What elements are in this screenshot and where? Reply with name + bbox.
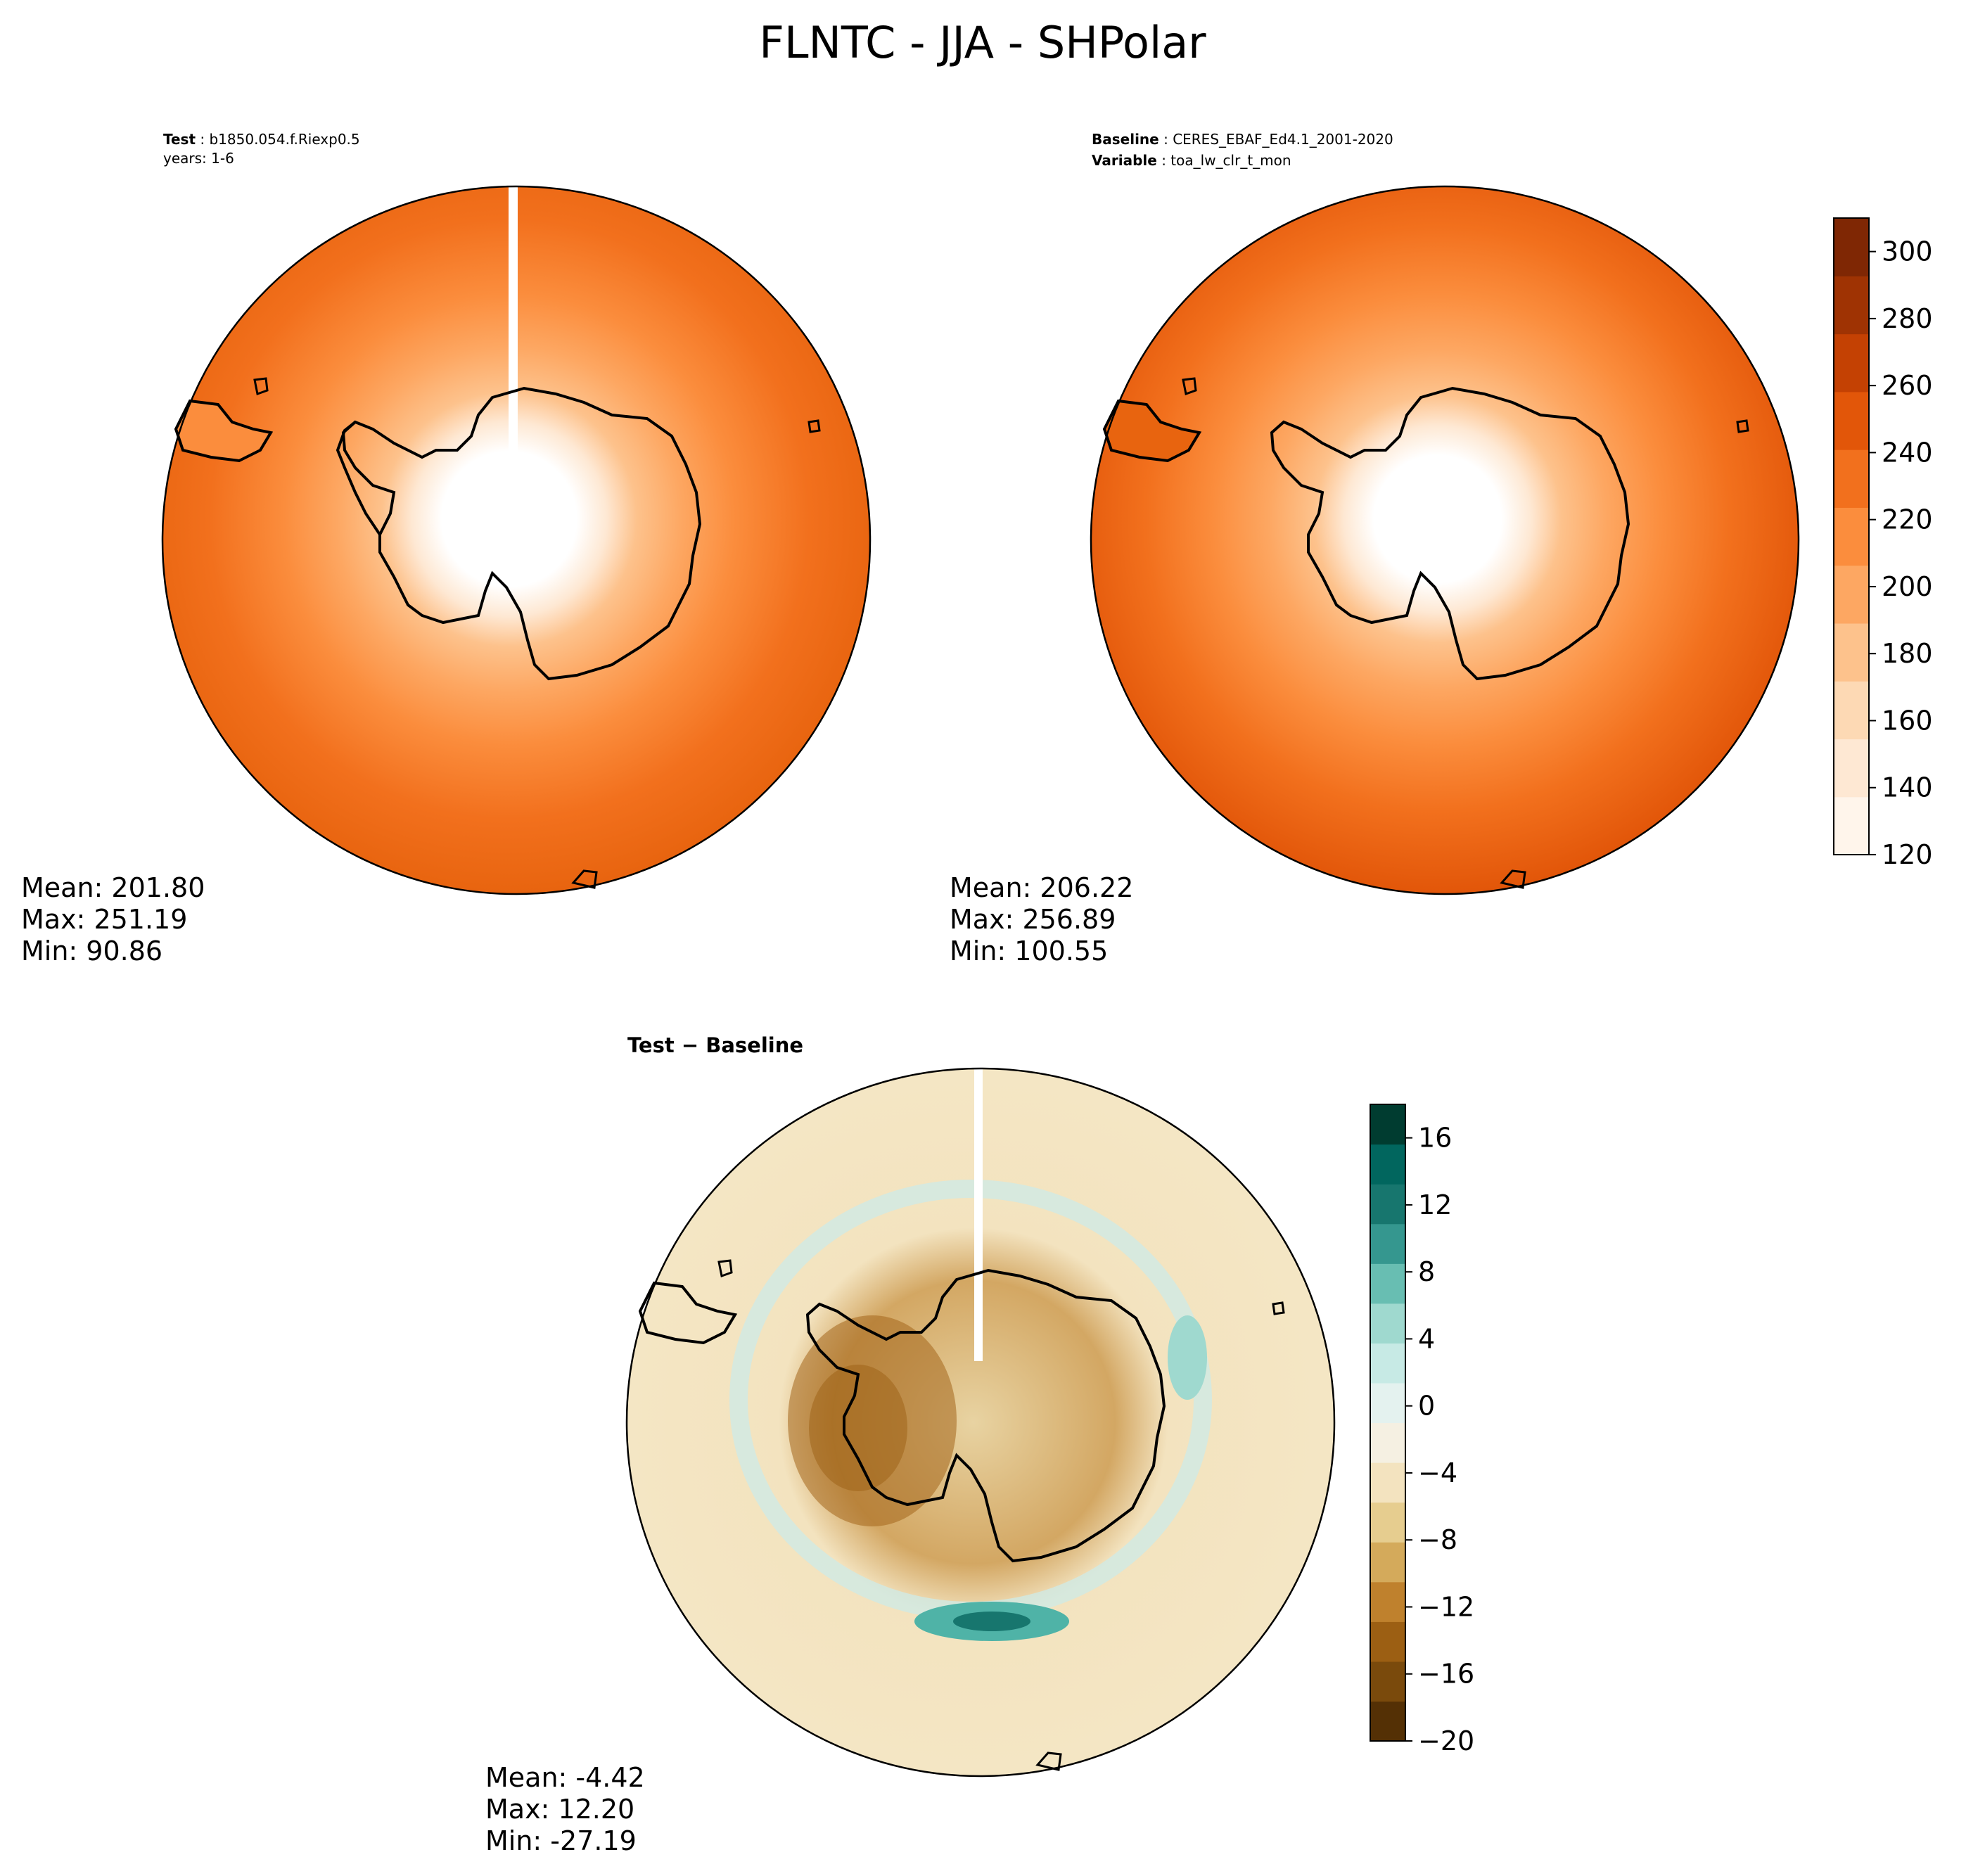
colorbar-top-frame	[1833, 217, 1870, 855]
diff-south-america	[638, 1281, 738, 1345]
colorbar-top-swatch	[1834, 449, 1869, 508]
colorbar-diff-swatch	[1370, 1343, 1405, 1384]
colorbar-top-swatch	[1834, 218, 1869, 276]
baseline-header-line2: Variable : toa_lw_clr_t_mon	[1092, 152, 1291, 169]
colorbar-diff-swatch	[1370, 1542, 1405, 1583]
test-mean: Mean: 201.80	[21, 872, 205, 903]
baseline-south-america	[1102, 399, 1202, 463]
colorbar-top-tick-label: 180	[1882, 638, 1933, 669]
colorbar-top-swatch	[1834, 739, 1869, 798]
test-field	[162, 186, 870, 894]
colorbar-diff-swatch	[1370, 1184, 1405, 1225]
baseline-mean: Mean: 206.22	[950, 872, 1133, 903]
diff-positive-anomaly-core	[953, 1612, 1030, 1631]
colorbar-top-tick-label: 300	[1882, 236, 1933, 267]
baseline-min: Min: 100.55	[950, 936, 1108, 966]
test-island-east	[808, 419, 821, 433]
baseline-island	[1182, 377, 1197, 395]
colorbar-top-swatch	[1834, 333, 1869, 393]
colorbar-top-swatch	[1834, 796, 1869, 855]
diff-island	[717, 1259, 733, 1277]
colorbar-diff-tick-label: 4	[1418, 1323, 1435, 1354]
diff-antarctica-coast	[805, 1268, 1166, 1563]
diff-positive-anomaly-east	[1168, 1315, 1207, 1400]
colorbar-diff-swatch	[1370, 1502, 1405, 1543]
baseline-field	[1091, 186, 1799, 894]
colorbar-top-tick-label: 140	[1882, 772, 1933, 803]
diff-min: Min: -27.19	[485, 1825, 637, 1856]
diff-max: Max: 12.20	[485, 1794, 634, 1825]
baseline-island-east	[1736, 419, 1749, 433]
baseline-label: Baseline	[1092, 131, 1159, 148]
variable-label: Variable	[1092, 152, 1157, 169]
baseline-map-border	[1090, 185, 1800, 895]
colorbar-top-swatch	[1834, 565, 1869, 624]
diff-negative-anomaly-core	[809, 1365, 907, 1491]
colorbar-diff-tick-label: 8	[1418, 1256, 1435, 1287]
figure-title: FLNTC - JJA - SHPolar	[759, 17, 1206, 68]
colorbar-top-swatch	[1834, 276, 1869, 335]
diff-map-border	[625, 1067, 1336, 1778]
colorbar-top-tick-label: 160	[1882, 705, 1933, 736]
baseline-max: Max: 256.89	[950, 904, 1116, 935]
colorbar-top-swatch	[1834, 623, 1869, 682]
variable-name: toa_lw_clr_t_mon	[1170, 152, 1291, 169]
diff-missing-strip	[974, 1068, 983, 1361]
diff-island-east	[1272, 1301, 1285, 1315]
colorbar-top-tick-label: 280	[1882, 303, 1933, 334]
colorbar-diff-frame	[1370, 1104, 1406, 1742]
colorbar-diff-tick-label: −20	[1418, 1725, 1474, 1756]
colorbar-diff-tick-label: 0	[1418, 1391, 1435, 1422]
colorbar-diff-tick-label: −8	[1418, 1524, 1457, 1555]
test-max: Max: 251.19	[21, 904, 187, 935]
colorbar-diff-tick-label: −4	[1418, 1457, 1457, 1488]
baseline-antarctica-coast	[1270, 386, 1630, 681]
colorbar-top-tick-label: 120	[1882, 839, 1933, 870]
diff-mean: Mean: -4.42	[485, 1762, 645, 1793]
test-peninsula-coast	[336, 421, 381, 536]
colorbar-diff-swatch	[1370, 1462, 1405, 1503]
colorbar-diff-swatch	[1370, 1382, 1405, 1424]
test-antarctica-coast	[341, 386, 702, 681]
test-header-line1: Test : b1850.054.f.Riexp0.5	[163, 131, 360, 148]
colorbar-top-tick-label: 260	[1882, 370, 1933, 401]
colorbar-top-tick-label: 240	[1882, 437, 1933, 468]
test-years: years: 1-6	[163, 150, 234, 167]
colorbar-diff-swatch	[1370, 1144, 1405, 1185]
test-min: Min: 90.86	[21, 936, 162, 966]
colorbar-top-swatch	[1834, 507, 1869, 566]
colorbar-top-tick-label: 200	[1882, 571, 1933, 602]
test-map-border	[161, 185, 872, 895]
colorbar-diff-tick-label: −12	[1418, 1591, 1474, 1622]
colorbar-diff-swatch	[1370, 1701, 1405, 1742]
colorbar-top-tick-label: 220	[1882, 504, 1933, 535]
colorbar-top-swatch	[1834, 681, 1869, 740]
colorbar-diff-swatch	[1370, 1104, 1405, 1145]
test-missing-strip	[509, 186, 518, 480]
colorbar-diff: −20 −16 −12 −8 −4 0 4 8 12 16	[1370, 1104, 1474, 1756]
colorbar-diff-tick-label: −16	[1418, 1659, 1474, 1690]
baseline-header-line1: Baseline : CERES_EBAF_Ed4.1_2001-2020	[1092, 131, 1393, 148]
colorbar-diff-swatch	[1370, 1303, 1405, 1344]
colorbar-diff-tick-label: 12	[1418, 1189, 1452, 1220]
test-south-america	[174, 399, 274, 463]
colorbar-diff-swatch	[1370, 1422, 1405, 1463]
colorbar-diff-swatch	[1370, 1581, 1405, 1622]
colorbar-top: 120 140 160 180 200 220 240 260 280 300	[1833, 217, 1933, 870]
colorbar-diff-swatch	[1370, 1263, 1405, 1304]
colorbar-diff-swatch	[1370, 1223, 1405, 1264]
colorbar-diff-swatch	[1370, 1661, 1405, 1702]
colorbar-diff-tick-label: 16	[1418, 1123, 1452, 1154]
colorbar-top-swatch	[1834, 391, 1869, 450]
test-case-name: b1850.054.f.Riexp0.5	[209, 131, 359, 148]
test-label: Test	[163, 131, 196, 148]
baseline-panel: Baseline : CERES_EBAF_Ed4.1_2001-2020 Va…	[950, 131, 1800, 966]
test-island	[253, 377, 269, 395]
baseline-dataset: CERES_EBAF_Ed4.1_2001-2020	[1173, 131, 1393, 148]
test-panel: Test : b1850.054.f.Riexp0.5 years: 1-6 M…	[21, 131, 872, 966]
diff-label: Test − Baseline	[627, 1033, 803, 1057]
diff-panel: Test − Baseline Mean: -4.42 Max: 12.20 M…	[485, 1033, 1336, 1856]
colorbar-diff-swatch	[1370, 1621, 1405, 1662]
